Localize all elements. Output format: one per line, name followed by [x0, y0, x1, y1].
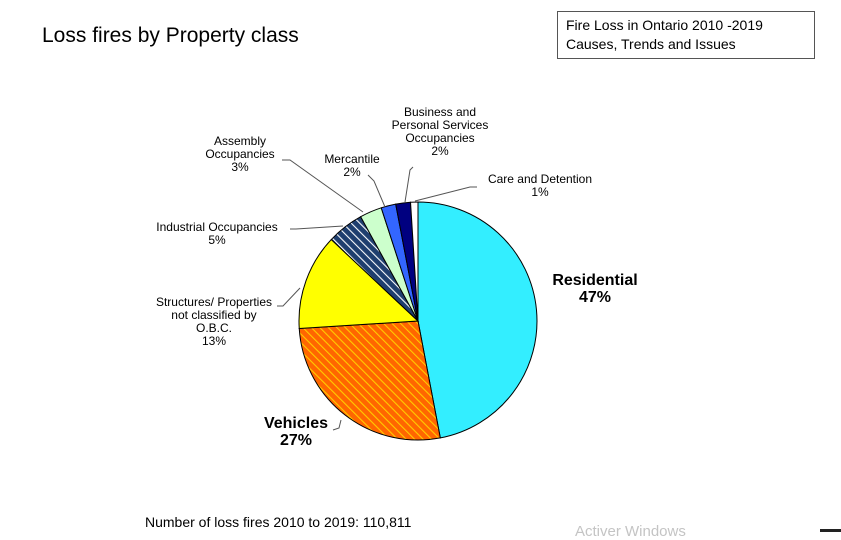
slice-label: Structures/ Properties not classified by O… — [156, 295, 272, 348]
activation-watermark: Activer Windows — [575, 523, 686, 540]
slice-label: Care and Detention 1% — [488, 172, 592, 199]
source-box: Fire Loss in Ontario 2010 -2019 Causes, … — [557, 11, 815, 59]
chart-title: Loss fires by Property class — [42, 24, 299, 47]
slice-label: Industrial Occupancies 5% — [156, 220, 277, 247]
leader-lines — [277, 159, 477, 431]
leader-line — [404, 166, 414, 203]
pie-slice-residential — [417, 201, 538, 439]
slice-label: Residential 47% — [552, 272, 637, 306]
slice-label: Assembly Occupancies 3% — [205, 134, 274, 174]
leader-line — [332, 419, 342, 431]
leader-line — [277, 287, 301, 307]
slice-labels: Residential 47% Vehicles 27% Structures/ Pro… — [156, 105, 638, 449]
leader-line — [414, 186, 477, 202]
leader-line — [367, 174, 386, 208]
leader-line — [290, 225, 344, 230]
pie-slice-vehicles — [298, 320, 441, 441]
pie-slice-care-and-detention — [409, 201, 419, 322]
slice-label: Vehicles 27% — [264, 415, 328, 449]
footer-total: Number of loss fires 2010 to 2019: 110,8… — [145, 514, 412, 530]
source-line-2: Causes, Trends and Issues — [566, 36, 736, 52]
slice-label: Business and Personal Services Occupancies… — [392, 105, 489, 158]
source-line-1: Fire Loss in Ontario 2010 -2019 — [566, 17, 763, 33]
slice-label: Mercantile 2% — [324, 152, 380, 179]
pie-slices — [298, 201, 538, 441]
leader-line — [282, 159, 364, 213]
pie-slice-structures-properties-not-classified-by-o-b-c — [298, 238, 420, 330]
taskbar-mark — [820, 529, 841, 532]
